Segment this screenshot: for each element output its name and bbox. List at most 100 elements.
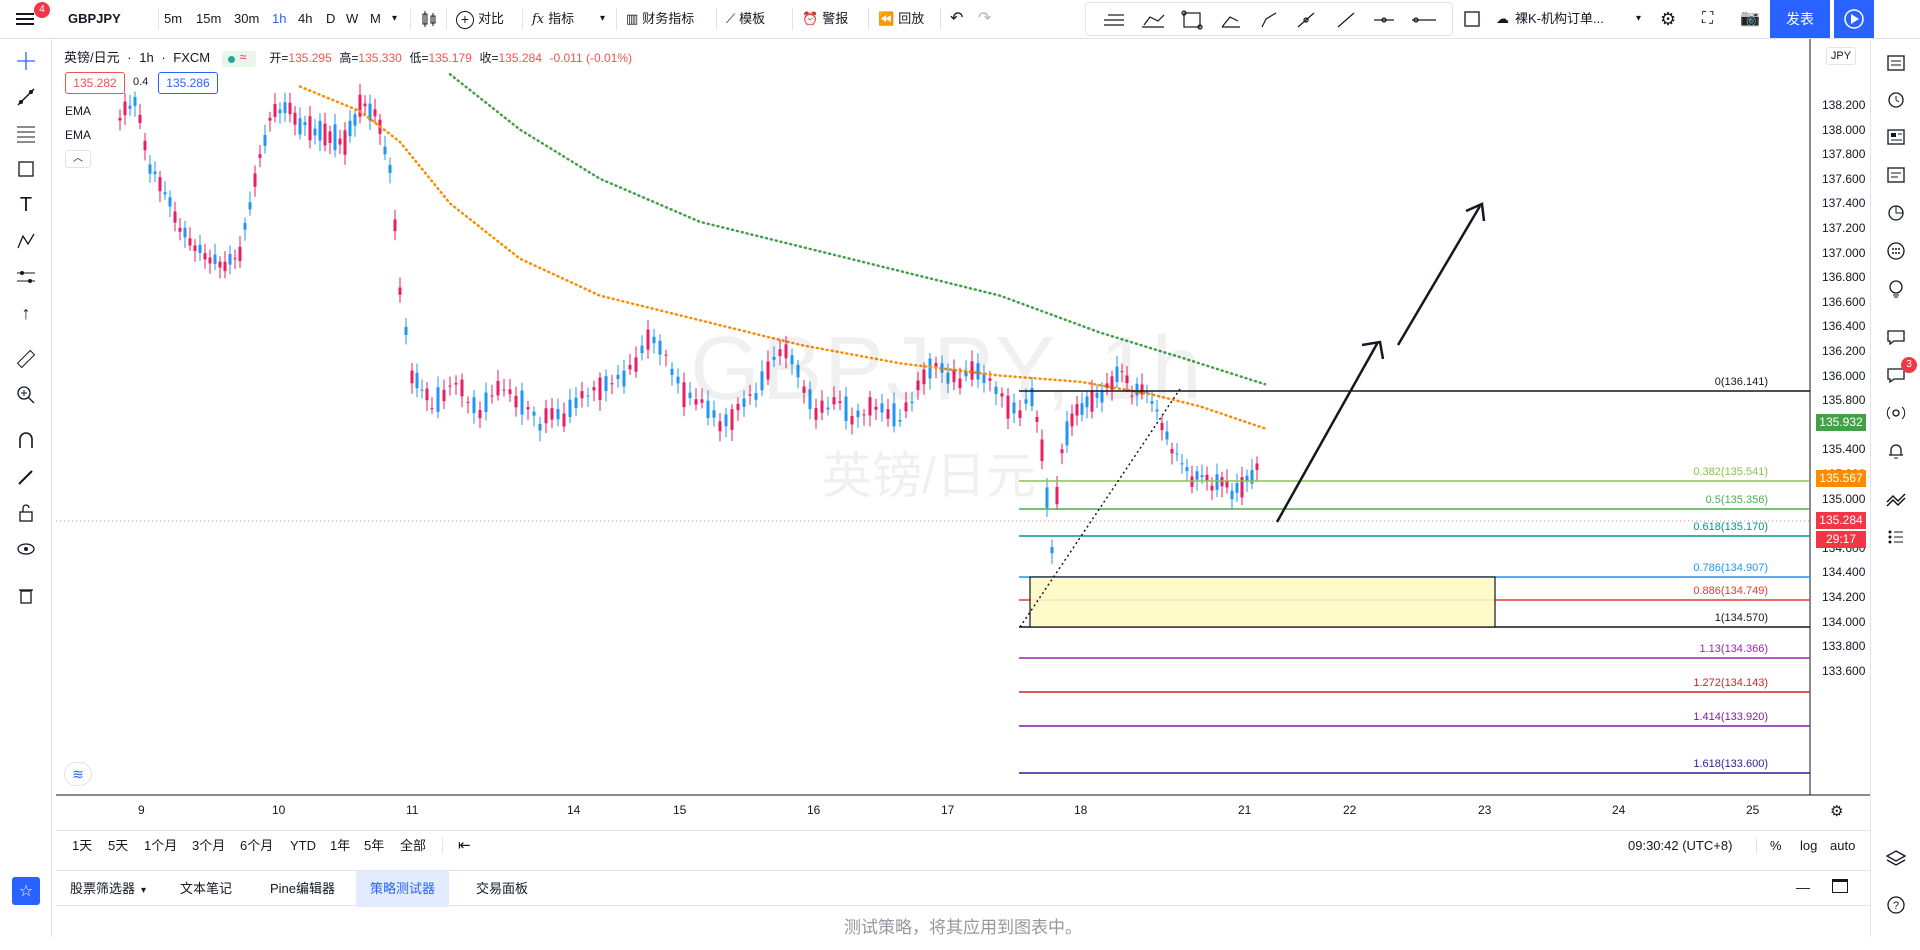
chats-icon[interactable]	[1882, 323, 1910, 351]
text-icon[interactable]: T	[19, 193, 33, 216]
legend-symbol-line[interactable]: 英镑/日元 · 1h · FXCM ≈ 开=135.295 高=135.330 …	[64, 49, 632, 67]
axis-settings-gear-icon[interactable]: ⚙	[1830, 803, 1844, 820]
tab-text-notes[interactable]: 文本笔记	[180, 881, 233, 896]
zoom-icon[interactable]	[12, 381, 40, 409]
range-1y[interactable]: 1年	[330, 838, 351, 853]
sell-button[interactable]: 135.282	[65, 72, 125, 94]
interval-w[interactable]: W	[346, 11, 359, 26]
watchlist-icon[interactable]	[1882, 49, 1910, 77]
symbol-search-button[interactable]: GBPJPY	[68, 11, 121, 26]
pencil-lock-icon[interactable]	[12, 463, 40, 491]
interval-m[interactable]: M	[370, 11, 381, 26]
percent-scale-toggle[interactable]: %	[1770, 838, 1782, 853]
indicators-button[interactable]: fx 指标	[532, 11, 575, 27]
crosshair-icon[interactable]	[12, 47, 40, 75]
layout-button[interactable]: ☁ 裸K-机构订单...	[1496, 11, 1604, 26]
eye-icon[interactable]	[12, 535, 40, 563]
collapse-legend-chevron-up-icon[interactable]: ︿	[65, 150, 91, 168]
rectangle-tool-icon[interactable]	[1463, 0, 1481, 38]
compare-button[interactable]: + 对比	[456, 0, 504, 38]
range-ytd[interactable]: YTD	[290, 838, 316, 853]
range-5d[interactable]: 5天	[108, 838, 129, 853]
tab-pine-editor[interactable]: Pine编辑器	[270, 881, 336, 896]
candle-body	[460, 379, 464, 397]
candle-body	[1250, 469, 1254, 484]
range-3m[interactable]: 3个月	[192, 838, 226, 853]
auto-scale-toggle[interactable]: auto	[1830, 838, 1856, 853]
range-5y[interactable]: 5年	[364, 838, 385, 853]
data-window-icon[interactable]	[1882, 161, 1910, 189]
arrow-up-icon[interactable]: ↑	[21, 302, 31, 323]
tab-stock-screener[interactable]: 股票筛选器 ▾	[70, 881, 147, 896]
ideas-lightbulb-icon[interactable]	[1882, 275, 1910, 303]
templates-button[interactable]: ⟋ 模板	[726, 11, 766, 26]
undo-icon[interactable]: ↶	[950, 10, 964, 27]
indicators-dropdown-chevron-icon[interactable]: ▾	[600, 13, 606, 24]
camera-icon[interactable]: 📷	[1740, 10, 1760, 27]
order-panel-icon[interactable]	[1882, 485, 1910, 513]
news-icon[interactable]	[1882, 123, 1910, 151]
interval-15m[interactable]: 15m	[196, 11, 222, 26]
layers-icon[interactable]	[1882, 845, 1910, 873]
maximize-panel-icon[interactable]	[1832, 879, 1848, 893]
favorites-star-icon[interactable]: ☆	[12, 877, 40, 905]
main-menu-button[interactable]	[14, 0, 36, 38]
candle-body	[263, 134, 267, 146]
dom-icon[interactable]	[1882, 523, 1910, 551]
currency-label[interactable]: JPY	[1826, 47, 1856, 65]
prediction-icon[interactable]	[12, 263, 40, 291]
interval-d[interactable]: D	[326, 11, 336, 26]
tab-trading-panel[interactable]: 交易面板	[476, 881, 529, 896]
buy-button[interactable]: 135.286	[158, 72, 218, 94]
indicator-ema-2[interactable]: EMA	[65, 128, 92, 142]
unlock-icon[interactable]	[12, 499, 40, 527]
redo-icon[interactable]: ↷	[978, 10, 992, 27]
notifications-bell-icon[interactable]	[1882, 437, 1910, 465]
price-tick-label: 135.800	[1822, 393, 1866, 408]
trend-line-icon[interactable]	[12, 83, 40, 111]
clock-time[interactable]: 09:30:42 (UTC+8)	[1628, 838, 1733, 853]
ruler-icon[interactable]	[12, 345, 40, 373]
range-6m[interactable]: 6个月	[240, 838, 274, 853]
help-icon[interactable]: ?	[1882, 891, 1910, 919]
range-all[interactable]: 全部	[400, 838, 427, 853]
market-status-pill[interactable]: ≈	[221, 50, 256, 67]
shapes-icon[interactable]	[12, 155, 40, 183]
replay-button[interactable]: ⏪ 回放	[878, 11, 925, 26]
play-button[interactable]	[1834, 0, 1874, 38]
settings-gear-icon[interactable]: ⚙	[1660, 9, 1677, 29]
pattern-icon[interactable]	[12, 227, 40, 255]
candle-body	[1155, 409, 1159, 412]
drawing-tools-icons[interactable]	[1086, 3, 1454, 37]
magnet-icon[interactable]	[12, 427, 40, 455]
goto-date-icon[interactable]: ⇤	[458, 837, 471, 854]
interval-4h[interactable]: 4h	[298, 11, 313, 26]
publish-button[interactable]: 发表	[1770, 0, 1830, 38]
tab-strategy-tester[interactable]: 策略测试器	[356, 871, 450, 907]
calendar-icon[interactable]	[1882, 237, 1910, 265]
indicator-ema-1[interactable]: EMA	[65, 104, 92, 118]
candle-body	[404, 326, 408, 336]
hotlists-icon[interactable]	[1882, 199, 1910, 227]
price-chart[interactable]	[0, 39, 1870, 829]
price-tick-label: 135.400	[1822, 442, 1866, 457]
chart-type-button[interactable]	[420, 0, 438, 38]
fib-retracement-icon[interactable]	[12, 119, 40, 147]
tradingview-logo-icon[interactable]: ≋	[64, 762, 92, 786]
minimize-panel-icon[interactable]: —	[1796, 879, 1810, 895]
range-1d[interactable]: 1天	[72, 838, 93, 853]
candle-body	[448, 385, 452, 387]
interval-30m[interactable]: 30m	[234, 11, 260, 26]
trash-icon[interactable]	[12, 581, 40, 609]
alerts-clock-icon[interactable]	[1882, 85, 1910, 113]
interval-5m[interactable]: 5m	[164, 11, 183, 26]
interval-dropdown-chevron-icon[interactable]: ▾	[392, 13, 398, 24]
layout-dropdown-chevron-icon[interactable]: ▾	[1636, 13, 1642, 24]
fullscreen-icon[interactable]: ⛶	[1702, 10, 1714, 27]
financials-button[interactable]: ▥ 财务指标	[626, 11, 695, 26]
log-scale-toggle[interactable]: log	[1800, 838, 1818, 853]
stream-icon[interactable]	[1882, 399, 1910, 427]
interval-1h[interactable]: 1h	[272, 11, 287, 26]
alert-button[interactable]: ⏰ 警报	[802, 11, 849, 26]
range-1m[interactable]: 1个月	[144, 838, 178, 853]
